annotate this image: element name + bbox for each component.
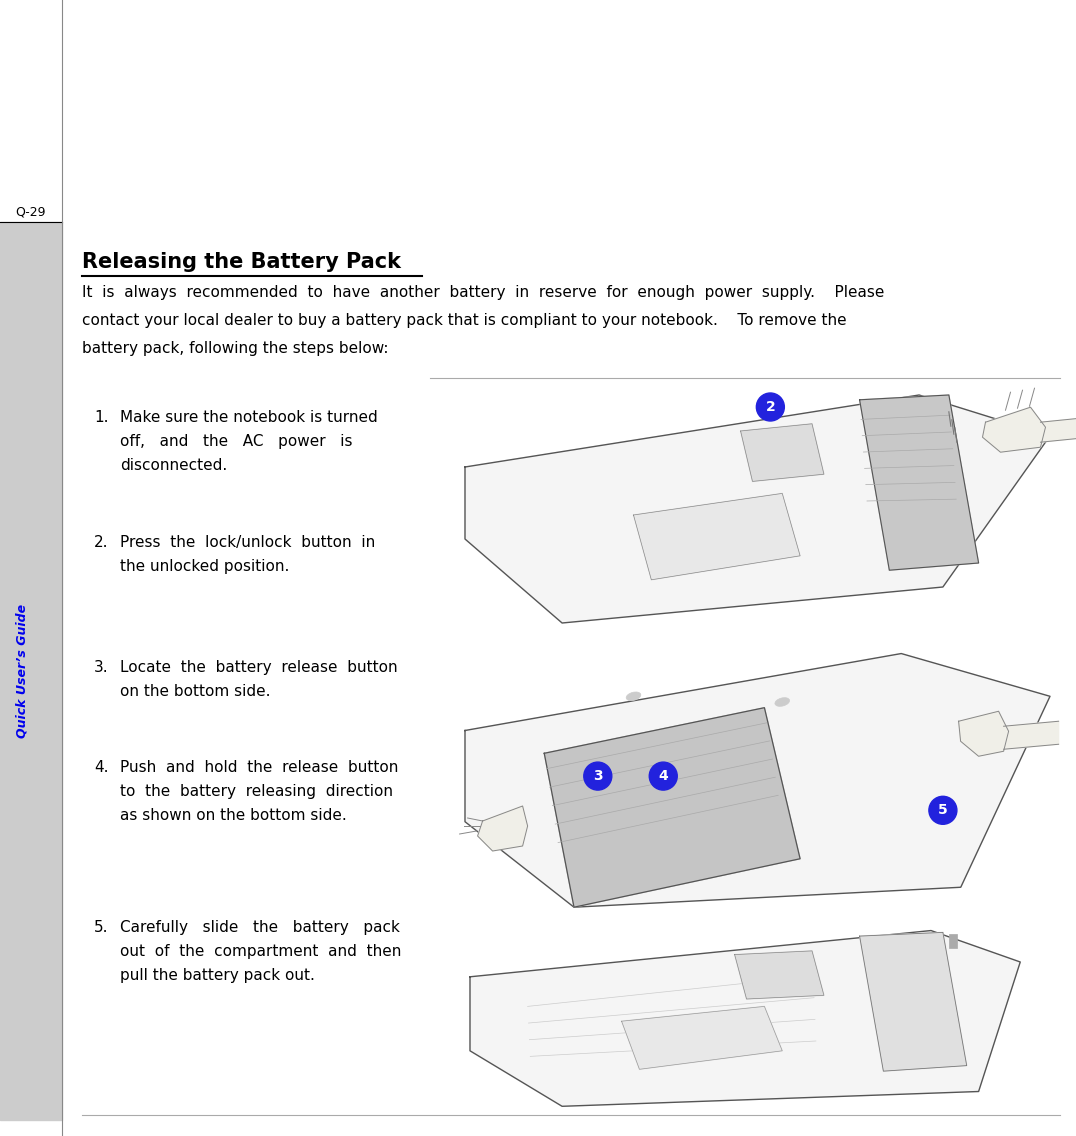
Text: 3: 3 <box>593 769 603 783</box>
Bar <box>0 222 62 1120</box>
Polygon shape <box>465 653 1050 908</box>
Text: 5.: 5. <box>94 920 109 935</box>
Polygon shape <box>1040 417 1076 442</box>
Text: 4: 4 <box>659 769 668 783</box>
Text: Q-29: Q-29 <box>16 206 46 218</box>
Text: the unlocked position.: the unlocked position. <box>121 559 289 574</box>
Polygon shape <box>478 807 527 851</box>
Circle shape <box>929 796 957 825</box>
Circle shape <box>756 393 784 421</box>
Text: 2: 2 <box>765 400 775 414</box>
Polygon shape <box>982 407 1046 452</box>
Circle shape <box>649 762 677 791</box>
Text: off,   and   the   AC   power   is: off, and the AC power is <box>121 434 353 449</box>
Text: It  is  always  recommended  to  have  another  battery  in  reserve  for  enoug: It is always recommended to have another… <box>82 285 884 300</box>
Text: Releasing the Battery Pack: Releasing the Battery Pack <box>82 252 401 272</box>
Text: out  of  the  compartment  and  then: out of the compartment and then <box>121 944 401 959</box>
Ellipse shape <box>775 698 790 707</box>
Text: 3.: 3. <box>94 660 109 675</box>
Text: Push  and  hold  the  release  button: Push and hold the release button <box>121 760 398 775</box>
Polygon shape <box>544 708 801 908</box>
Text: contact your local dealer to buy a battery pack that is compliant to your notebo: contact your local dealer to buy a batte… <box>82 314 847 328</box>
Circle shape <box>584 762 612 791</box>
Text: 2.: 2. <box>94 535 109 550</box>
Text: disconnected.: disconnected. <box>121 458 227 473</box>
Text: Locate  the  battery  release  button: Locate the battery release button <box>121 660 398 675</box>
Text: Make sure the notebook is turned: Make sure the notebook is turned <box>121 410 378 425</box>
Text: Press  the  lock/unlock  button  in: Press the lock/unlock button in <box>121 535 376 550</box>
Polygon shape <box>959 711 1008 757</box>
Polygon shape <box>470 930 1020 1106</box>
Text: 1.: 1. <box>94 410 109 425</box>
Polygon shape <box>634 493 801 579</box>
Polygon shape <box>740 424 824 482</box>
Polygon shape <box>622 1006 782 1069</box>
Text: Quick User’s Guide: Quick User’s Guide <box>15 604 28 738</box>
Text: pull the battery pack out.: pull the battery pack out. <box>121 968 315 983</box>
Text: Carefully   slide   the   battery   pack: Carefully slide the battery pack <box>121 920 400 935</box>
Text: battery pack, following the steps below:: battery pack, following the steps below: <box>82 341 388 356</box>
Bar <box>949 934 957 949</box>
Bar <box>0 0 62 222</box>
Polygon shape <box>735 951 824 999</box>
Text: to  the  battery  releasing  direction: to the battery releasing direction <box>121 784 393 799</box>
Polygon shape <box>860 395 978 570</box>
Polygon shape <box>1004 721 1059 750</box>
Text: as shown on the bottom side.: as shown on the bottom side. <box>121 808 346 822</box>
Text: 5: 5 <box>938 803 948 817</box>
Text: 4.: 4. <box>94 760 109 775</box>
Polygon shape <box>860 933 966 1071</box>
Text: on the bottom side.: on the bottom side. <box>121 684 270 699</box>
Polygon shape <box>465 395 1050 623</box>
Ellipse shape <box>626 692 641 701</box>
